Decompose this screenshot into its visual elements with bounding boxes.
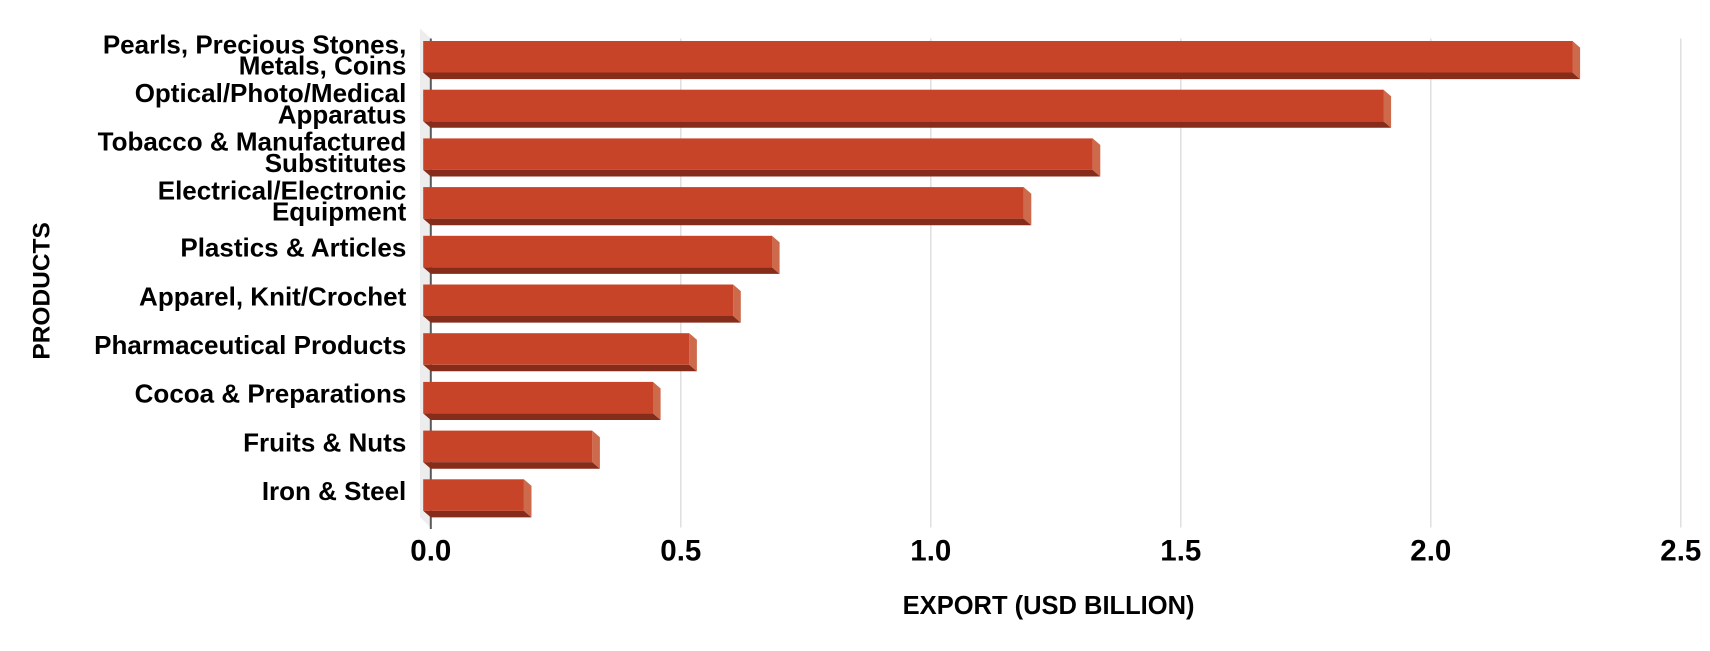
svg-text:2.5: 2.5 xyxy=(1660,535,1701,568)
svg-text:1.0: 1.0 xyxy=(910,535,951,568)
svg-text:Metals, Coins: Metals, Coins xyxy=(239,51,407,81)
svg-text:EXPORT (USD BILLION): EXPORT (USD BILLION) xyxy=(903,592,1195,620)
svg-text:2.0: 2.0 xyxy=(1410,535,1451,568)
svg-text:Plastics & Articles: Plastics & Articles xyxy=(180,233,406,263)
svg-text:0.5: 0.5 xyxy=(660,535,701,568)
svg-text:Optical/Photo/Medical: Optical/Photo/Medical xyxy=(135,78,407,108)
svg-text:Pharmaceutical Products: Pharmaceutical Products xyxy=(94,330,406,360)
svg-text:0.0: 0.0 xyxy=(410,535,451,568)
svg-text:Equipment: Equipment xyxy=(272,197,407,227)
svg-text:Cocoa & Preparations: Cocoa & Preparations xyxy=(135,379,407,409)
svg-text:Electrical/Electronic: Electrical/Electronic xyxy=(158,175,407,205)
svg-text:Iron & Steel: Iron & Steel xyxy=(262,476,406,506)
svg-text:1.5: 1.5 xyxy=(1160,535,1201,568)
svg-text:Fruits & Nuts: Fruits & Nuts xyxy=(243,427,406,457)
svg-text:Tobacco & Manufactured: Tobacco & Manufactured xyxy=(98,127,407,157)
svg-text:Apparel, Knit/Crochet: Apparel, Knit/Crochet xyxy=(139,281,407,311)
svg-text:PRODUCTS: PRODUCTS xyxy=(29,222,56,359)
svg-text:Substitutes: Substitutes xyxy=(265,148,407,178)
svg-text:Pearls, Precious Stones,: Pearls, Precious Stones, xyxy=(103,29,406,59)
svg-text:Apparatus: Apparatus xyxy=(278,99,407,129)
